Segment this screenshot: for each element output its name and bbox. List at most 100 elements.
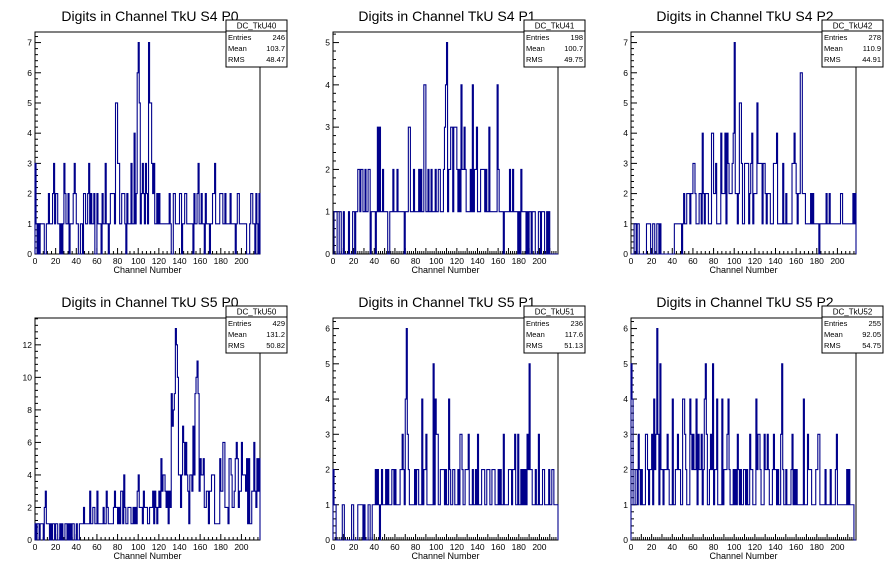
stats-mean-label: Mean — [824, 330, 843, 339]
stats-rms-label: RMS — [824, 55, 841, 64]
y-tick-label: 10 — [23, 372, 33, 382]
histogram-line — [631, 42, 857, 255]
y-tick-label: 3 — [27, 158, 32, 168]
stats-rms-label: RMS — [526, 55, 543, 64]
x-tick-label: 180 — [214, 256, 228, 266]
y-tick-label: 4 — [325, 80, 330, 90]
histogram-panel-s4-p0: Digits in Channel TkU S4 P0 0 20 40 60 80 100… — [27, 8, 288, 275]
y-tick-label: 6 — [623, 324, 628, 334]
y-tick-label: 0 — [325, 249, 330, 259]
x-tick-label: 60 — [92, 542, 102, 552]
x-tick-label: 0 — [629, 542, 634, 552]
x-tick-label: 40 — [668, 542, 678, 552]
y-tick-label: 6 — [27, 437, 32, 447]
y-tick-label: 3 — [623, 158, 628, 168]
histogram-panel-s4-p1: Digits in Channel TkU S4 P1 0 20 40 60 80 100… — [325, 8, 586, 275]
y-tick-label: 7 — [27, 38, 32, 48]
y-tick-label: 4 — [27, 470, 32, 480]
x-tick-label: 80 — [113, 542, 123, 552]
histogram-panel-s5-p0: Digits in Channel TkU S5 P0 0 20 40 60 80 100… — [23, 294, 288, 561]
y-tick-label: 4 — [623, 394, 628, 404]
plot-frame — [332, 317, 559, 541]
y-tick-label: 3 — [623, 429, 628, 439]
x-axis-label: Channel Number — [411, 265, 479, 275]
panel-title: Digits in Channel TkU S5 P0 — [61, 294, 238, 310]
x-tick-label: 60 — [688, 256, 698, 266]
stats-name: DC_TkU51 — [535, 308, 575, 317]
stats-box: DC_TkU52 Entries 255 Mean 92.05 RMS 54.7… — [821, 305, 884, 354]
y-tick-label: 5 — [325, 38, 330, 48]
stats-box: DC_TkU50 Entries 429 Mean 131.2 RMS 50.8… — [225, 305, 288, 354]
panel-title: Digits in Channel TkU S4 P1 — [358, 8, 535, 24]
y-tick-label: 2 — [623, 189, 628, 199]
y-tick-label: 4 — [27, 128, 32, 138]
stats-name: DC_TkU52 — [833, 308, 873, 317]
stats-entries: 236 — [570, 319, 583, 328]
histogram-panel-s5-p1: Digits in Channel TkU S5 P1 0 20 40 60 80 100… — [325, 294, 586, 561]
x-tick-label: 120 — [152, 542, 166, 552]
x-tick-label: 40 — [370, 542, 380, 552]
stats-box: DC_TkU51 Entries 236 Mean 117.6 RMS 51.1… — [523, 305, 586, 354]
stats-rms: 48.47 — [266, 55, 285, 64]
y-tick-label: 4 — [623, 128, 628, 138]
y-tick-label: 12 — [23, 340, 33, 350]
stats-entries: 278 — [868, 33, 881, 42]
x-tick-label: 40 — [370, 256, 380, 266]
stats-mean: 110.9 — [863, 44, 881, 53]
panel-title: Digits in Channel TkU S5 P2 — [656, 294, 833, 310]
stats-box: DC_TkU40 Entries 246 Mean 103.7 RMS 48.4… — [225, 19, 288, 68]
x-tick-label: 60 — [390, 542, 400, 552]
y-tick-label: 6 — [27, 68, 32, 78]
x-tick-label: 120 — [152, 256, 166, 266]
y-tick-label: 0 — [27, 535, 32, 545]
y-tick-label: 1 — [325, 500, 330, 510]
x-axis-label: Channel Number — [411, 551, 479, 561]
y-tick-label: 1 — [27, 219, 32, 229]
y-tick-label: 1 — [325, 207, 330, 217]
x-tick-label: 20 — [349, 256, 359, 266]
stats-entries: 255 — [868, 319, 881, 328]
plot-frame — [34, 31, 261, 255]
x-tick-label: 0 — [33, 256, 38, 266]
stats-entries-label: Entries — [228, 319, 252, 328]
x-tick-label: 200 — [830, 256, 844, 266]
y-tick-label: 0 — [623, 249, 628, 259]
x-tick-label: 100 — [429, 256, 443, 266]
panel-title: Digits in Channel TkU S5 P1 — [358, 294, 535, 310]
x-tick-label: 40 — [668, 256, 678, 266]
x-tick-label: 0 — [331, 542, 336, 552]
histogram-line — [34, 328, 261, 541]
y-tick-label: 2 — [325, 164, 330, 174]
stats-name: DC_TkU42 — [833, 22, 873, 31]
stats-rms-label: RMS — [228, 341, 245, 350]
histogram-panel-s4-p2: Digits in Channel TkU S4 P2 0 20 40 60 80 100… — [623, 8, 884, 275]
x-tick-label: 200 — [234, 256, 248, 266]
x-axis-label: Channel Number — [113, 551, 181, 561]
x-tick-label: 180 — [810, 256, 824, 266]
stats-rms: 54.75 — [862, 341, 881, 350]
x-tick-label: 120 — [450, 542, 464, 552]
stats-rms: 50.82 — [266, 341, 285, 350]
x-tick-label: 200 — [532, 256, 546, 266]
x-tick-label: 160 — [491, 542, 505, 552]
x-axis-label: Channel Number — [113, 265, 181, 275]
x-tick-label: 80 — [113, 256, 123, 266]
stats-entries-label: Entries — [228, 33, 252, 42]
x-tick-label: 140 — [768, 256, 782, 266]
histogram-panel-s5-p2: Digits in Channel TkU S5 P2 0 20 40 60 80 100… — [623, 294, 884, 561]
x-tick-label: 20 — [349, 542, 359, 552]
y-tick-label: 3 — [325, 122, 330, 132]
histogram-line — [630, 328, 856, 541]
stats-mean-label: Mean — [526, 330, 545, 339]
y-tick-label: 1 — [623, 500, 628, 510]
stats-rms-label: RMS — [526, 341, 543, 350]
plot-frame — [332, 31, 559, 255]
x-tick-label: 160 — [789, 542, 803, 552]
stats-rms: 44.91 — [862, 55, 881, 64]
y-tick-label: 2 — [325, 465, 330, 475]
x-tick-label: 180 — [214, 542, 228, 552]
stats-entries-label: Entries — [824, 33, 848, 42]
axes: 0 20 40 60 80 100 120 140 160 180 200 0 1 2 3 4 5 6 7 — [623, 31, 857, 266]
stats-mean: 117.6 — [565, 330, 583, 339]
x-tick-label: 100 — [727, 256, 741, 266]
